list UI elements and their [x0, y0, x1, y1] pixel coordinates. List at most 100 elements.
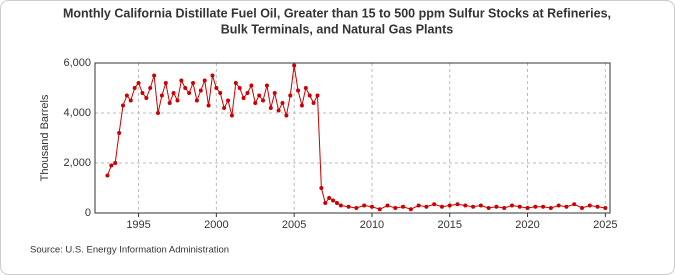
y-tick-label: 2,000 — [63, 157, 91, 169]
data-point — [572, 202, 577, 207]
data-point — [334, 201, 339, 205]
data-point — [455, 202, 460, 207]
data-point — [385, 203, 390, 208]
data-point — [377, 207, 382, 212]
data-point — [533, 204, 538, 209]
data-point — [338, 203, 343, 208]
chart-title-line2: Bulk Terminals, and Natural Gas Plants — [221, 22, 454, 36]
data-point — [218, 91, 223, 95]
data-point — [253, 101, 258, 105]
data-point — [595, 204, 600, 209]
data-point — [494, 204, 499, 209]
x-tick-label: 1995 — [126, 219, 150, 231]
data-point — [214, 86, 219, 90]
data-point — [222, 106, 227, 110]
data-point — [257, 93, 262, 98]
x-tick-label: 2020 — [515, 219, 539, 231]
data-point — [194, 98, 199, 103]
data-point — [109, 163, 114, 168]
y-axis-label: Thousand Barrels — [39, 94, 51, 181]
data-point — [509, 203, 514, 208]
data-point — [167, 101, 172, 105]
data-point — [303, 86, 308, 90]
data-point — [163, 81, 168, 85]
data-point — [346, 204, 351, 209]
data-point — [478, 203, 483, 208]
data-point — [548, 206, 553, 210]
data-point — [124, 93, 129, 98]
data-point — [198, 88, 203, 93]
data-point — [603, 206, 608, 210]
y-tick-label: 4,000 — [63, 107, 91, 119]
data-point — [447, 203, 452, 208]
data-point — [432, 202, 437, 207]
data-point — [362, 203, 367, 208]
data-point — [268, 106, 273, 110]
data-point — [237, 86, 242, 90]
data-point — [136, 81, 141, 85]
data-point — [156, 111, 161, 115]
data-point — [202, 78, 207, 83]
data-point — [564, 204, 569, 209]
data-point — [331, 198, 336, 203]
data-point — [152, 73, 157, 78]
plot-border — [94, 62, 611, 214]
data-point — [354, 206, 359, 210]
data-point — [471, 204, 476, 209]
data-point — [148, 86, 153, 90]
x-tick-label: 2015 — [438, 219, 462, 231]
x-tick-label: 2005 — [282, 219, 306, 231]
data-point — [113, 161, 118, 165]
y-tick-label: 6,000 — [63, 57, 91, 69]
data-point — [288, 93, 293, 98]
data-point — [183, 86, 188, 90]
data-point — [284, 113, 289, 118]
x-tick-label: 2010 — [360, 219, 384, 231]
data-point — [276, 108, 281, 113]
data-point — [261, 98, 266, 103]
data-point — [179, 78, 184, 83]
data-point — [292, 63, 297, 68]
data-point — [307, 93, 312, 98]
data-point — [463, 203, 468, 208]
data-point — [272, 91, 277, 95]
data-point — [175, 98, 180, 103]
data-point — [191, 81, 196, 85]
data-point — [408, 207, 413, 212]
data-point — [264, 83, 269, 88]
data-point — [424, 204, 429, 209]
data-point — [556, 203, 561, 208]
data-point — [319, 186, 324, 190]
data-point — [439, 204, 444, 209]
x-tick-label: 2025 — [593, 219, 617, 231]
data-point — [144, 96, 149, 100]
data-point — [171, 91, 176, 95]
data-point — [128, 98, 133, 103]
data-point — [299, 103, 304, 108]
x-tick-label: 2000 — [204, 219, 228, 231]
data-point — [369, 204, 374, 209]
data-point — [296, 88, 301, 93]
data-point — [517, 204, 522, 209]
data-point — [416, 203, 421, 208]
data-point — [401, 204, 406, 209]
data-point — [159, 93, 164, 98]
data-point — [315, 93, 320, 98]
data-point — [187, 91, 192, 95]
data-point — [241, 96, 246, 100]
data-point — [121, 103, 126, 108]
chart-title: Monthly California Distillate Fuel Oil, … — [63, 6, 611, 20]
data-point — [541, 204, 546, 209]
data-point — [229, 113, 234, 118]
data-point — [206, 103, 211, 108]
data-point — [105, 173, 110, 178]
data-point — [323, 201, 328, 205]
data-point — [525, 206, 530, 210]
data-point — [117, 131, 122, 135]
data-point — [311, 101, 316, 105]
data-point — [486, 206, 491, 210]
data-point — [140, 91, 145, 95]
data-point — [280, 101, 285, 105]
